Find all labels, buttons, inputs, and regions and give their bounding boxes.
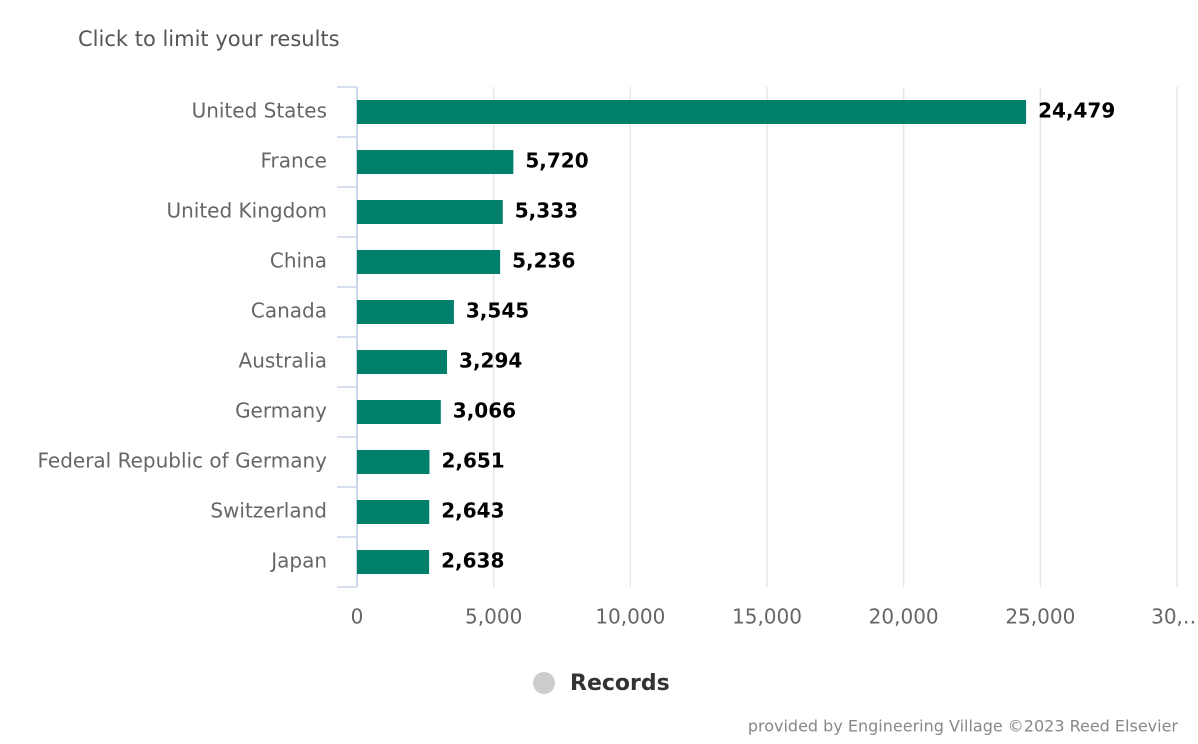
bar[interactable] [357, 350, 448, 374]
bar[interactable] [357, 150, 514, 174]
bar[interactable] [357, 100, 1027, 124]
bar[interactable] [357, 300, 454, 324]
y-tick-label: France [260, 149, 327, 173]
bar[interactable] [357, 550, 430, 574]
subtitle: Click to limit your results [78, 27, 340, 51]
y-tick-label: China [270, 249, 327, 273]
data-label: 2,638 [441, 549, 504, 573]
legend-label[interactable]: Records [570, 671, 670, 696]
data-label: 5,333 [515, 199, 578, 223]
y-tick-label: Canada [251, 299, 327, 323]
x-tick-label: 10,000 [595, 605, 665, 629]
data-label: 24,479 [1038, 99, 1115, 123]
data-label: 3,545 [466, 299, 529, 323]
bar[interactable] [357, 250, 501, 274]
y-tick-label: Germany [235, 399, 327, 423]
y-tick-label: United Kingdom [166, 199, 327, 223]
y-tick-label: United States [192, 99, 327, 123]
y-tick-label: Australia [239, 349, 327, 373]
y-tick-label: Switzerland [210, 499, 327, 523]
legend-symbol[interactable] [533, 672, 555, 694]
x-tick-label: 25,000 [1005, 605, 1075, 629]
data-label: 3,066 [453, 399, 516, 423]
data-label: 2,651 [441, 449, 504, 473]
data-label: 3,294 [459, 349, 522, 373]
x-tick-label: 15,000 [732, 605, 802, 629]
x-tick-label: 5,000 [465, 605, 522, 629]
x-tick-label: 30,… [1151, 605, 1198, 629]
data-label: 5,236 [512, 249, 575, 273]
y-tick-label: Japan [269, 549, 327, 573]
bar[interactable] [357, 200, 503, 224]
data-label: 5,720 [525, 149, 588, 173]
credits: provided by Engineering Village ©2023 Re… [748, 717, 1179, 736]
bar[interactable] [357, 400, 441, 424]
x-tick-label: 0 [351, 605, 364, 629]
bar[interactable] [357, 500, 430, 524]
x-tick-label: 20,000 [869, 605, 939, 629]
y-tick-label: Federal Republic of Germany [37, 449, 327, 473]
data-label: 2,643 [441, 499, 504, 523]
bar[interactable] [357, 450, 430, 474]
